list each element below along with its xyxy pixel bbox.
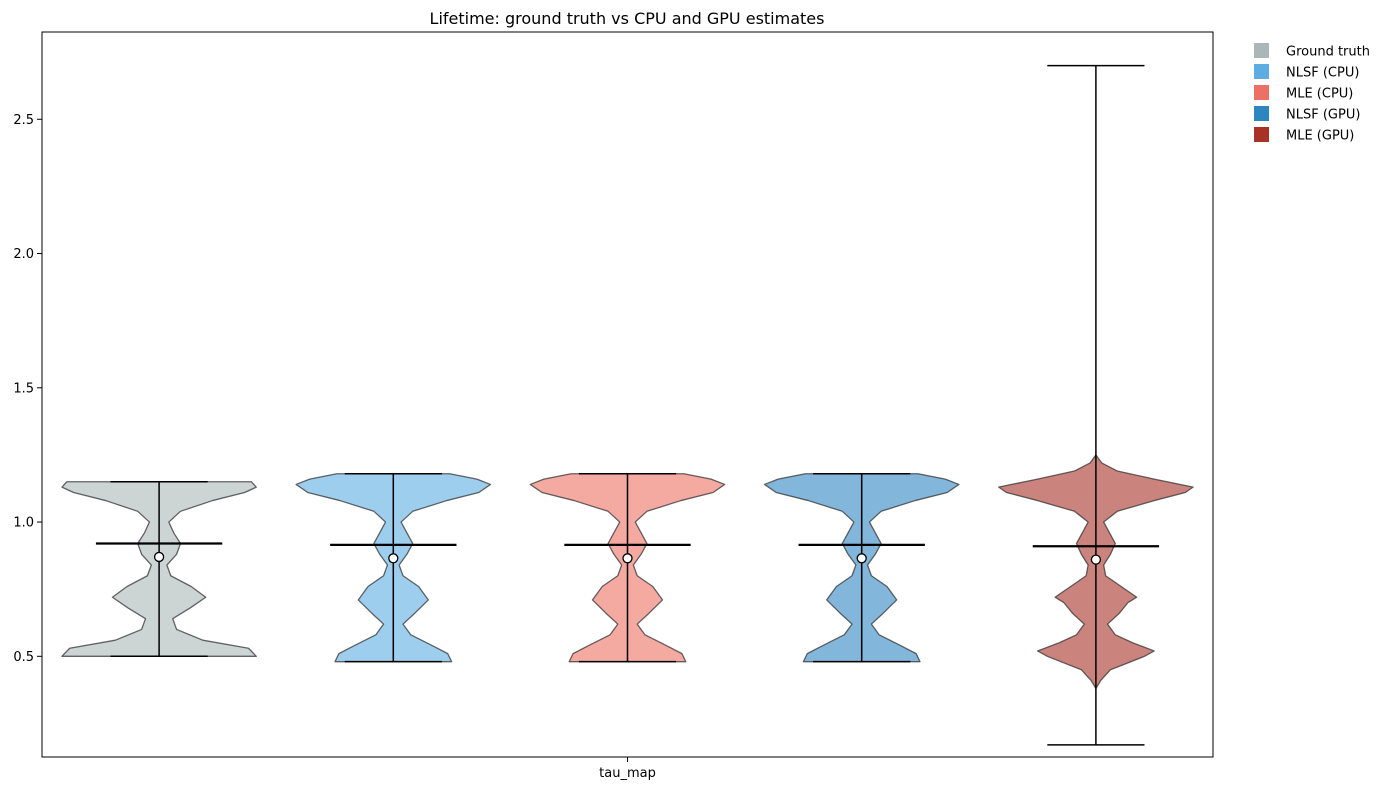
violin-mle-cpu: [529, 472, 726, 663]
median-marker: [856, 553, 867, 564]
legend-label: NLSF (GPU): [1286, 108, 1360, 123]
legend-label: Ground truth: [1286, 45, 1370, 60]
legend-swatch: [1254, 85, 1269, 100]
legend-swatch: [1254, 64, 1269, 79]
legend-label: NLSF (CPU): [1286, 66, 1359, 81]
legend-label: MLE (CPU): [1286, 87, 1353, 102]
violin-mle-gpu: [998, 64, 1194, 746]
violin-nlsf-cpu: [295, 472, 492, 663]
y-tick-label: 2.0: [13, 247, 34, 262]
legend-swatch: [1254, 106, 1269, 121]
y-tick-label: 2.5: [13, 113, 34, 128]
median-marker: [622, 553, 633, 564]
legend-swatch: [1254, 43, 1269, 58]
legend-swatch: [1254, 127, 1269, 142]
median-marker: [1090, 554, 1102, 565]
x-tick-label: tau_map: [599, 766, 656, 781]
median-marker: [153, 551, 165, 563]
chart-title: Lifetime: ground truth vs CPU and GPU es…: [430, 9, 825, 28]
y-tick-label: 0.5: [13, 650, 34, 665]
legend: Ground truth NLSF (CPU) MLE (CPU) NLSF (GPU…: [1254, 43, 1370, 144]
x-axis: tau_map: [599, 757, 656, 781]
plot-area: [41, 31, 1214, 758]
y-axis: 0.5 1.0 1.5 2.0 2.5: [13, 113, 42, 665]
violin-ground-truth: [61, 481, 257, 658]
legend-label: MLE (GPU): [1286, 129, 1354, 144]
median-marker: [388, 553, 399, 564]
y-tick-label: 1.5: [13, 381, 34, 396]
y-tick-label: 1.0: [13, 516, 34, 531]
violin-nlsf-gpu: [763, 472, 960, 663]
